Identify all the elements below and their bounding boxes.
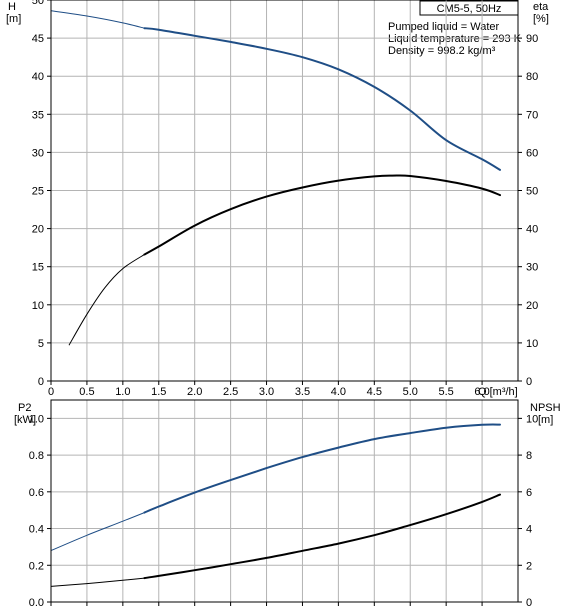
x-tick-label: 5.0 — [403, 386, 418, 398]
top-left-tick-label: 5 — [38, 338, 44, 350]
bottom-panel-frame — [50, 399, 519, 603]
x-tick-label: 0.5 — [79, 386, 94, 398]
top-left-tick-label: 45 — [32, 33, 44, 45]
info-line-density: Density = 998.2 kg/m³ — [388, 45, 496, 57]
top-right-tick-label: 10 — [526, 338, 538, 350]
top-right-tick-label: 70 — [526, 109, 538, 121]
top-right-tick-label: 90 — [526, 33, 538, 45]
bottom-left-tick-label: 0.0 — [29, 597, 44, 609]
power-curve — [143, 423, 501, 514]
npsh-axis-unit: [m] — [538, 414, 553, 426]
x-tick-label: 1.0 — [115, 386, 130, 398]
top-right-tick-label: 50 — [526, 186, 538, 198]
top-panel-ticks: 0 0.5 1.0 1.5 2.0 2.5 3.0 3.5 4.0 4.5 5.0 5.5 6.0 0 5 1… — [32, 0, 538, 398]
head-curve-thin — [50, 10, 145, 29]
bottom-right-tick-label: 6 — [526, 487, 532, 499]
bottom-right-tick-label: 8 — [526, 450, 532, 462]
bottom-left-tick-label: 1.0 — [29, 413, 44, 425]
npsh-curve-thin — [50, 577, 145, 587]
top-left-tick-label: 50 — [32, 0, 44, 7]
top-right-tick-label: 30 — [526, 262, 538, 274]
bottom-panel-grid — [51, 400, 518, 602]
x-tick-label: 0 — [48, 386, 54, 398]
top-right-tick-label: 40 — [526, 224, 538, 236]
flow-axis-label: Q [m³/h] — [478, 386, 518, 398]
bottom-right-tick-label: 10 — [526, 413, 538, 425]
power-curve-thin — [50, 512, 145, 552]
x-tick-label: 3.5 — [295, 386, 310, 398]
top-left-tick-label: 25 — [32, 186, 44, 198]
bottom-left-tick-label: 0.4 — [29, 524, 44, 536]
top-left-tick-label: 0 — [38, 376, 44, 388]
top-left-tick-label: 10 — [32, 300, 44, 312]
head-curve — [143, 27, 501, 171]
x-tick-label: 1.5 — [151, 386, 166, 398]
efficiency-curve — [143, 174, 501, 256]
efficiency-axis-unit: [%] — [533, 13, 549, 25]
top-right-tick-label: 20 — [526, 300, 538, 312]
power-axis-label: P2 — [18, 402, 31, 414]
model-label: CM5-5, 50Hz — [437, 3, 502, 15]
npsh-curve — [143, 493, 501, 580]
top-right-tick-label: 80 — [526, 71, 538, 83]
bottom-left-tick-label: 0.2 — [29, 560, 44, 572]
power-axis-unit: [kW] — [14, 414, 36, 426]
bottom-left-tick-label: 0.8 — [29, 450, 44, 462]
x-tick-label: 3.0 — [259, 386, 274, 398]
efficiency-axis-label: eta — [533, 1, 549, 13]
efficiency-curve-thin — [68, 254, 145, 346]
head-axis-unit: [m] — [6, 13, 21, 25]
info-line-temperature: Liquid temperature = 293 K — [388, 33, 522, 45]
top-left-tick-label: 30 — [32, 147, 44, 159]
top-panel-grid — [51, 0, 518, 381]
top-right-tick-label: 60 — [526, 147, 538, 159]
top-panel-frame — [50, 0, 519, 382]
bottom-panel-ticks: 0.0 0.2 0.4 0.6 0.8 1.0 0 2 4 6 8 10 — [29, 413, 539, 609]
top-panel-series — [50, 10, 501, 346]
x-tick-label: 5.5 — [439, 386, 454, 398]
x-tick-label: 2.5 — [223, 386, 238, 398]
info-line-liquid: Pumped liquid = Water — [388, 21, 500, 33]
x-tick-label: 6.0 — [474, 386, 489, 398]
bottom-left-tick-label: 0.6 — [29, 487, 44, 499]
npsh-axis-label: NPSH — [530, 402, 561, 414]
top-left-tick-label: 40 — [32, 71, 44, 83]
top-left-tick-label: 15 — [32, 262, 44, 274]
x-tick-label: 4.0 — [331, 386, 346, 398]
bottom-right-tick-label: 0 — [526, 597, 532, 609]
top-left-tick-label: 35 — [32, 109, 44, 121]
head-axis-label: H — [8, 1, 16, 13]
bottom-panel-series — [50, 423, 501, 587]
top-left-tick-label: 20 — [32, 224, 44, 236]
top-right-tick-label: 0 — [526, 376, 532, 388]
x-tick-label: 4.5 — [367, 386, 382, 398]
x-tick-label: 2.0 — [187, 386, 202, 398]
bottom-right-tick-label: 2 — [526, 560, 532, 572]
bottom-right-tick-label: 4 — [526, 524, 532, 536]
